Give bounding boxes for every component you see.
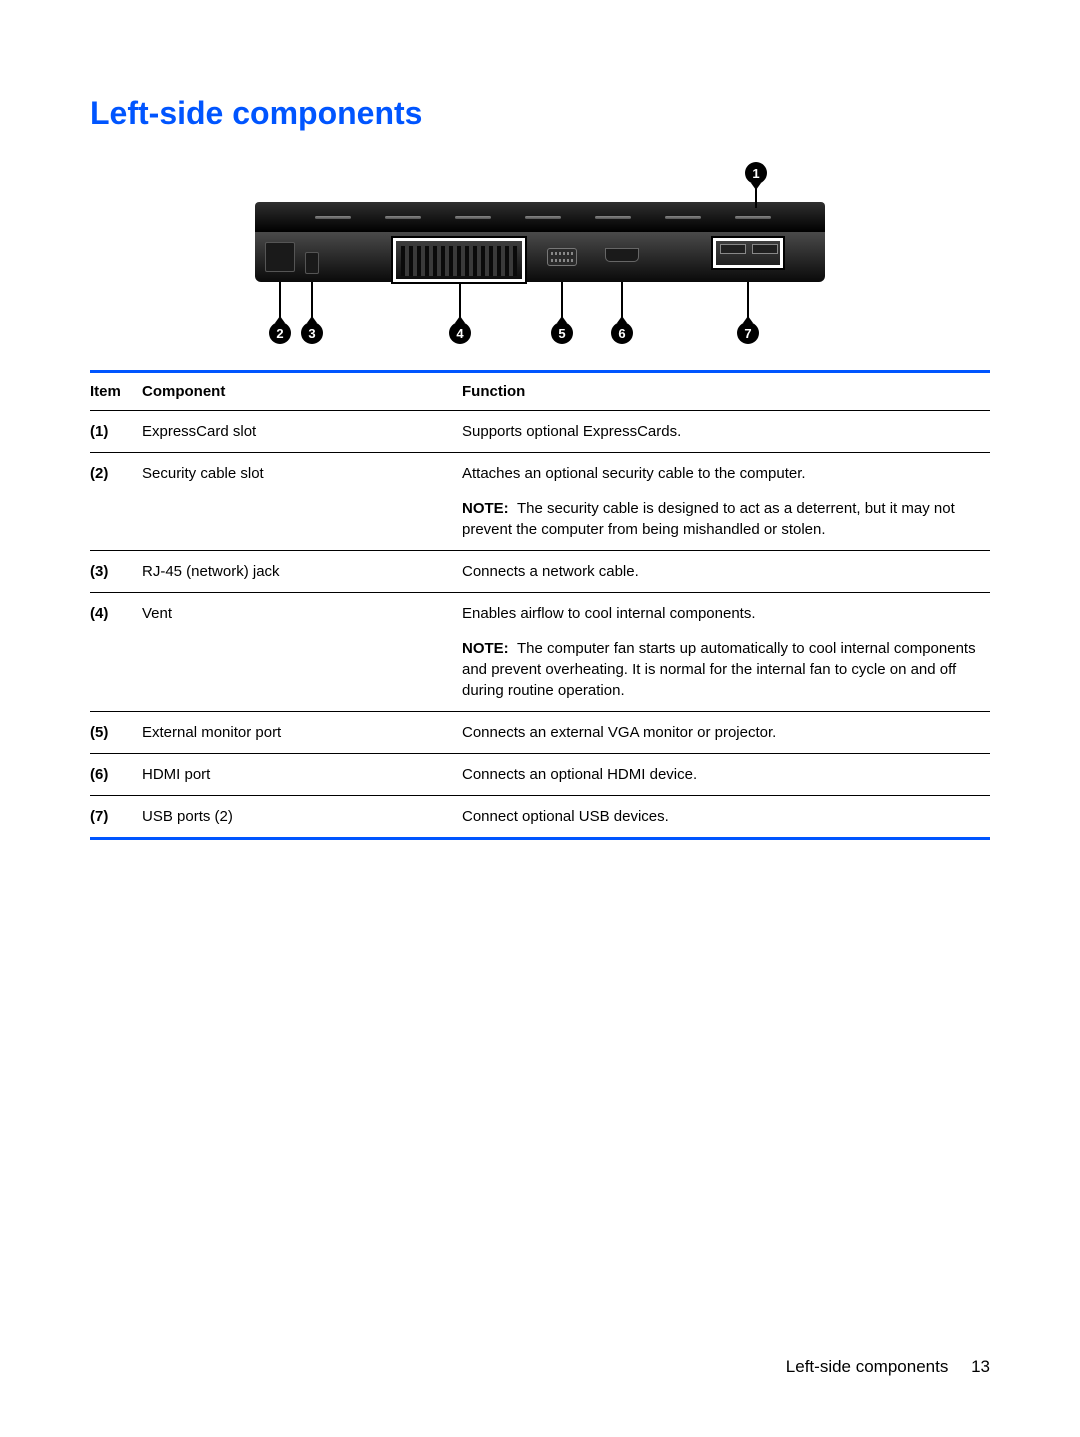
function-text: Connects an optional HDMI device.: [462, 766, 697, 783]
cell-function: Connects an external VGA monitor or proj…: [462, 712, 990, 754]
diagram-container: 1: [255, 162, 825, 352]
rj45-frame: [393, 238, 525, 282]
cell-function: Attaches an optional security cable to t…: [462, 453, 990, 551]
cell-component: HDMI port: [142, 754, 462, 796]
table-header-row: Item Component Function: [90, 372, 990, 411]
table-row: (1)ExpressCard slotSupports optional Exp…: [90, 411, 990, 453]
callout-3: 3: [301, 322, 323, 344]
cell-component: External monitor port: [142, 712, 462, 754]
function-text: Supports optional ExpressCards.: [462, 423, 681, 440]
expresscard-slot-icon: [265, 242, 295, 272]
function-note: NOTE: The security cable is designed to …: [462, 498, 982, 540]
cell-item: (2): [90, 453, 142, 551]
function-text: Connect optional USB devices.: [462, 808, 669, 825]
callout-1: 1: [745, 162, 767, 184]
cell-function: Supports optional ExpressCards.: [462, 411, 990, 453]
header-function: Function: [462, 372, 990, 411]
callout-7: 7: [737, 322, 759, 344]
security-slot-icon: [305, 252, 319, 274]
cell-component: RJ-45 (network) jack: [142, 551, 462, 593]
function-text: Connects a network cable.: [462, 563, 639, 580]
cell-component: Security cable slot: [142, 453, 462, 551]
function-text: Attaches an optional security cable to t…: [462, 465, 806, 482]
callout-6: 6: [611, 322, 633, 344]
footer-page-number: 13: [971, 1357, 990, 1376]
callout-5: 5: [551, 322, 573, 344]
table-row: (5)External monitor portConnects an exte…: [90, 712, 990, 754]
header-item: Item: [90, 372, 142, 411]
cell-item: (5): [90, 712, 142, 754]
cell-item: (6): [90, 754, 142, 796]
function-note: NOTE: The computer fan starts up automat…: [462, 638, 982, 701]
vga-port-icon: [547, 248, 577, 266]
function-text: Connects an external VGA monitor or proj…: [462, 724, 776, 741]
components-table: Item Component Function (1)ExpressCard s…: [90, 370, 990, 840]
cell-function: Connects an optional HDMI device.: [462, 754, 990, 796]
note-text: The computer fan starts up automatically…: [462, 640, 976, 699]
table-row: (3)RJ-45 (network) jackConnects a networ…: [90, 551, 990, 593]
page-title: Left-side components: [90, 95, 990, 132]
cell-item: (1): [90, 411, 142, 453]
table-row: (7)USB ports (2)Connect optional USB dev…: [90, 796, 990, 839]
cell-component: Vent: [142, 593, 462, 712]
cell-item: (3): [90, 551, 142, 593]
page-footer: Left-side components 13: [786, 1357, 990, 1377]
note-label: NOTE:: [462, 640, 509, 657]
cell-function: Connects a network cable.: [462, 551, 990, 593]
note-label: NOTE:: [462, 500, 509, 517]
callout-2: 2: [269, 322, 291, 344]
cell-component: USB ports (2): [142, 796, 462, 839]
cell-function: Enables airflow to cool internal compone…: [462, 593, 990, 712]
cell-item: (4): [90, 593, 142, 712]
table-row: (4)VentEnables airflow to cool internal …: [90, 593, 990, 712]
cell-component: ExpressCard slot: [142, 411, 462, 453]
header-component: Component: [142, 372, 462, 411]
hdmi-port-icon: [605, 248, 639, 262]
laptop-side-illustration: [255, 202, 825, 282]
callout-4: 4: [449, 322, 471, 344]
usb-frame: [713, 238, 783, 268]
cell-item: (7): [90, 796, 142, 839]
table-row: (6)HDMI portConnects an optional HDMI de…: [90, 754, 990, 796]
note-text: The security cable is designed to act as…: [462, 500, 955, 538]
function-text: Enables airflow to cool internal compone…: [462, 605, 756, 622]
footer-section-title: Left-side components: [786, 1357, 949, 1376]
table-row: (2)Security cable slotAttaches an option…: [90, 453, 990, 551]
cell-function: Connect optional USB devices.: [462, 796, 990, 839]
